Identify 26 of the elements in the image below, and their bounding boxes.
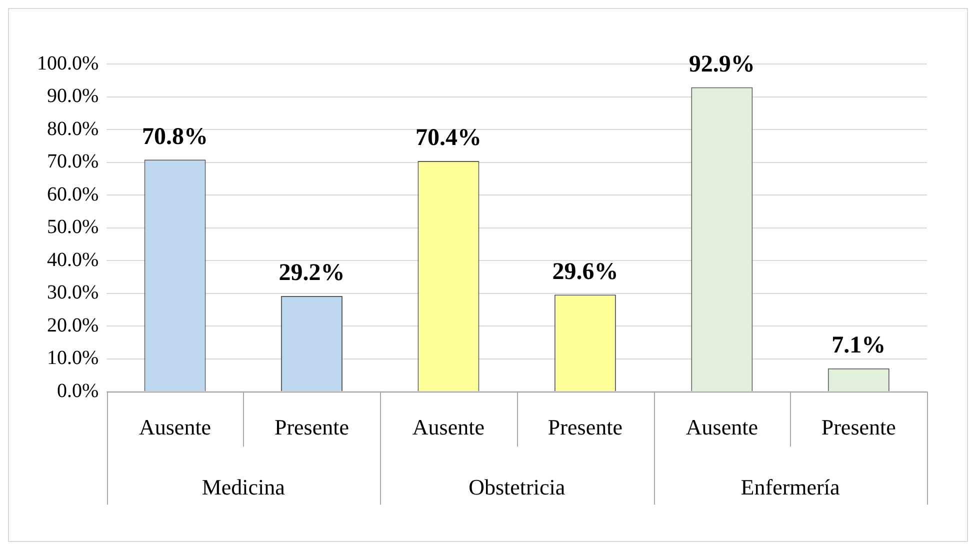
x-tick-label: Ausente (412, 414, 485, 440)
data-label: 70.4% (415, 125, 482, 152)
y-tick-label: 90.0% (46, 85, 99, 108)
text: Medicina (202, 474, 286, 500)
text: Enfermería (740, 474, 840, 500)
y-tick-label: 50.0% (46, 216, 99, 238)
y-tick-label: 100.0% (36, 52, 99, 74)
data-label: 92.9% (688, 51, 755, 78)
y-tick-label: 80.0% (46, 118, 99, 140)
data-label: 29.6% (552, 258, 618, 285)
x-tick-label: Presente (274, 414, 350, 440)
y-tick-label: 0.0% (56, 380, 99, 402)
text: Obstetricia (468, 474, 566, 500)
x-tick-label: Ausente (686, 414, 758, 440)
y-tick-label: 40.0% (46, 248, 99, 271)
data-label: 70.8% (142, 124, 208, 150)
y-tick-label: 70.0% (46, 150, 99, 173)
y-tick-label: 60.0% (46, 183, 99, 206)
y-tick-label: 10.0% (46, 347, 99, 370)
x-tick-label: Presente (821, 414, 896, 440)
x-tick-label: Presente (548, 414, 622, 440)
y-tick-label: 30.0% (46, 282, 99, 304)
data-label: 7.1% (832, 332, 886, 359)
y-tick-label: 20.0% (46, 314, 99, 336)
x-tick-label: Ausente (138, 414, 212, 440)
data-label: 29.2% (278, 260, 345, 286)
